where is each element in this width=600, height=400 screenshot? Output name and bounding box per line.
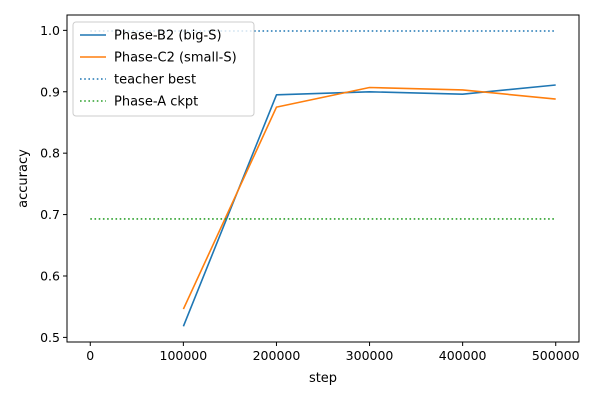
y-tick-label: 0.9 [40, 84, 60, 99]
y-tick-label: 1.0 [40, 23, 60, 38]
legend: Phase-B2 (big-S) Phase-C2 (small-S) teache… [73, 22, 254, 116]
x-tick-label: 0 [86, 348, 94, 363]
legend-label: Phase-C2 (small-S) [114, 51, 237, 66]
legend-label: Phase-B2 (big-S) [114, 29, 222, 44]
y-tick-label: 0.7 [40, 207, 60, 222]
legend-label: teacher best [114, 73, 196, 88]
series-line-phase-c2-small-s [183, 88, 555, 310]
x-tick-label: 300000 [346, 348, 394, 363]
series-line-phase-b2-big-s [183, 85, 555, 326]
x-tick-label: 400000 [439, 348, 487, 363]
x-tick-label: 500000 [532, 348, 580, 363]
y-axis: 0.5 0.6 0.7 0.8 0.9 1.0 [40, 23, 67, 345]
legend-label: Phase-A ckpt [114, 95, 198, 110]
y-axis-title: accuracy [16, 149, 31, 208]
y-tick-label: 0.8 [40, 146, 60, 161]
y-tick-label: 0.6 [40, 268, 60, 283]
x-tick-label: 200000 [253, 348, 301, 363]
x-tick-label: 100000 [160, 348, 208, 363]
y-tick-label: 0.5 [40, 330, 60, 345]
x-axis: 0 100000 200000 300000 400000 500000 [86, 342, 579, 363]
x-axis-title: step [309, 371, 337, 386]
